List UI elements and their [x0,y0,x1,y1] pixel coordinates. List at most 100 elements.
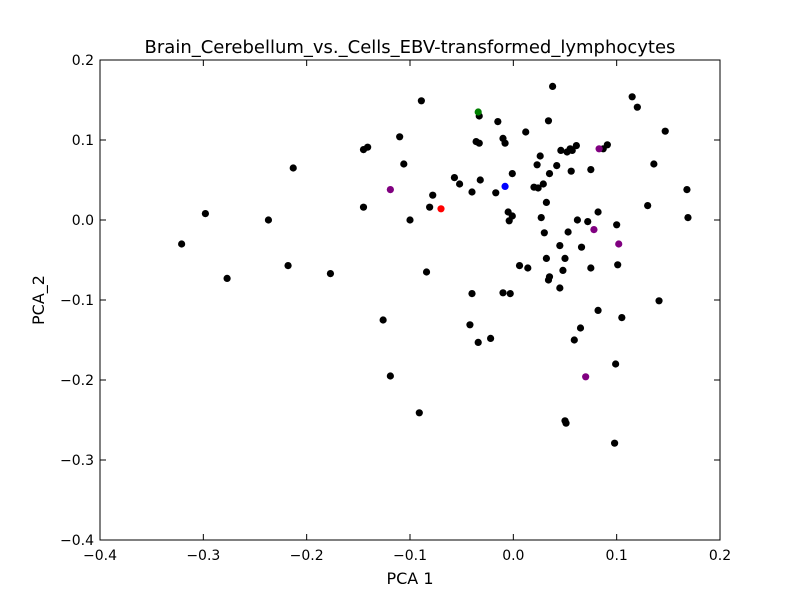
x-tick-label: −0.1 [393,548,427,564]
data-point [396,133,404,141]
data-point [264,216,273,224]
data-point [476,176,484,184]
data-point [537,214,545,222]
data-point [661,127,669,135]
y-tick-label: 0.0 [72,213,94,229]
data-point [683,186,691,194]
data-point [466,321,474,329]
data-point [539,180,547,188]
data-point [426,203,434,211]
data-point [603,141,611,149]
data-point [655,297,663,305]
y-tick-label: −0.4 [60,533,94,549]
x-tick-label: −0.3 [186,548,220,564]
x-axis-label: PCA 1 [386,569,433,588]
data-point [544,117,553,125]
data-point [422,268,431,276]
data-point [568,146,576,154]
data-point [492,189,500,197]
data-point [540,229,548,237]
data-point [590,226,598,234]
data-point [534,184,542,192]
data-point [542,254,551,262]
data-point [628,93,636,101]
data-point [364,143,372,151]
data-point [429,191,437,199]
data-point [549,82,557,90]
data-point [415,409,423,417]
data-point [594,306,602,314]
plot-frame [99,59,721,541]
data-point [553,162,561,170]
data-point [474,338,482,346]
data-point [644,202,652,210]
chart-title: Brain_Cerebellum_vs._Cells_EBV-transform… [145,37,676,58]
x-tick-label: 0.2 [709,548,731,564]
data-point [545,273,554,281]
x-tick-label: 0.0 [502,548,524,564]
data-point [386,372,394,380]
data-point [223,274,231,282]
data-point [614,261,622,269]
data-point [533,161,541,169]
data-point [618,314,626,322]
data-point [572,142,580,150]
data-point [508,212,516,220]
data-point [613,221,621,229]
points-layer [178,82,692,447]
data-point [633,103,641,111]
data-point [417,97,425,105]
data-point [567,167,575,175]
data-point [594,208,602,216]
data-point [501,182,509,190]
data-point [559,266,567,274]
data-point [562,419,570,427]
data-point [595,145,603,153]
data-point [611,439,619,447]
x-tick-label: −0.4 [83,548,117,564]
data-point [545,170,554,178]
ticks-layer: −0.4 −0.3 −0.2 −0.1 0.0 0.1 0.2 −0.4 −0.3 −0.2 −0.… [60,53,731,564]
data-point [326,270,335,278]
data-point [556,242,564,250]
data-point [577,243,586,251]
data-point [494,118,502,126]
data-point [386,186,394,194]
data-point [684,214,692,222]
data-point [468,290,476,298]
data-point [522,128,530,136]
data-point [437,205,445,213]
data-point [650,160,658,168]
data-point [379,316,387,324]
data-point [612,360,620,368]
data-point [584,218,592,226]
data-point [536,152,544,160]
data-point [499,289,507,297]
y-tick-label: −0.2 [60,373,94,389]
data-point [474,108,482,116]
x-tick-label: −0.2 [290,548,324,564]
data-point [487,334,495,342]
data-point [524,264,532,272]
y-tick-label: −0.3 [60,453,94,469]
y-tick-label: 0.1 [72,133,94,149]
data-point [561,254,569,262]
data-point [508,170,516,178]
data-point [406,216,414,224]
data-point [557,146,565,154]
data-point [615,240,623,248]
data-point [475,139,483,147]
y-tick-label: −0.1 [60,293,94,309]
data-point [359,203,368,211]
data-point [587,264,595,272]
data-point [570,336,578,344]
data-point [564,228,572,236]
data-point [573,216,582,224]
data-point [201,210,209,218]
data-point [582,373,590,381]
data-point [468,188,476,196]
y-axis-label: PCA_2 [29,275,49,325]
data-point [178,240,186,248]
y-tick-label: 0.2 [72,53,94,69]
